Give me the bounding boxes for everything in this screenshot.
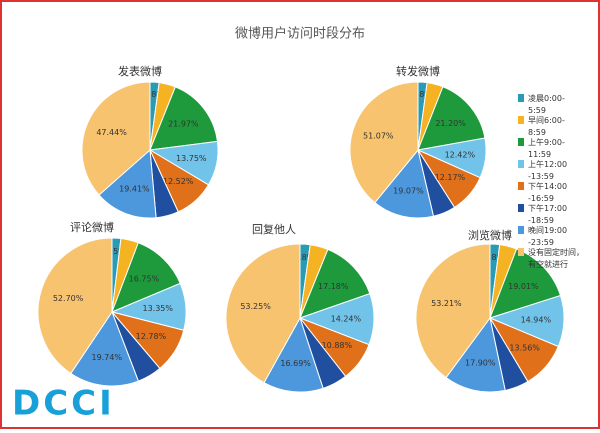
chart-title: 微博用户访问时段分布 (235, 26, 365, 42)
data-label: 51.07% (363, 131, 394, 140)
data-label: 19.07% (393, 187, 424, 196)
legend-label: 没有固定时间，有空就进行 (528, 247, 584, 269)
pie-title: 浏览微博 (468, 228, 512, 242)
data-label: 12.78% (136, 332, 167, 341)
legend-label: 上午9:00-11:59 (528, 137, 565, 159)
data-label: 2.8% (412, 90, 433, 99)
pie-slice (415, 243, 491, 379)
data-label: 13.75% (176, 154, 207, 163)
data-label: 13.35% (142, 304, 173, 313)
data-label: 12.17% (435, 173, 466, 182)
data-label: 13.56% (509, 344, 540, 353)
pie-slice (445, 316, 506, 393)
data-label: 21.20% (435, 119, 466, 128)
data-label: 2.8% (484, 253, 505, 262)
logo: DCCI (12, 384, 115, 424)
data-label: 16.69% (280, 359, 311, 368)
data-label: 19.01% (508, 282, 539, 291)
data-label: 14.24% (331, 314, 362, 323)
data-label: 12.42% (445, 151, 476, 160)
legend-label: 下午14:00 -16:59 (528, 181, 567, 203)
pie-slice (37, 237, 113, 375)
legend-swatch (518, 182, 524, 190)
data-label: 17.18% (318, 282, 349, 291)
data-label: 53.21% (431, 299, 462, 308)
pie-slice (299, 248, 371, 319)
pie-title: 评论微博 (70, 220, 114, 234)
pie-slice (111, 242, 181, 313)
data-label: 2.8% (144, 90, 165, 99)
pie-title: 回复他人 (252, 222, 296, 236)
data-label: 53.25% (240, 302, 271, 311)
legend-swatch (518, 94, 524, 102)
pie-slice (225, 243, 301, 384)
data-label: 21.97% (168, 120, 199, 129)
pie-title: 发表微博 (118, 64, 162, 78)
legend-label: 上午12:00 -13:59 (528, 159, 567, 181)
legend-swatch (518, 116, 524, 124)
data-label: 19.74% (92, 353, 123, 362)
data-label: 14.94% (521, 315, 552, 324)
data-label: 17.90% (465, 358, 496, 367)
legend-swatch (518, 160, 524, 168)
legend-label: 下午17:00 -18:59 (528, 203, 567, 225)
pie-slice (81, 81, 151, 196)
pie-slice (149, 86, 219, 151)
data-label: 2.5% (106, 247, 127, 256)
data-label: 16.75% (129, 275, 160, 284)
legend-swatch (518, 204, 524, 212)
legend-label: 凌晨0:00-5:59 (528, 93, 565, 115)
data-label: 12.52% (163, 177, 194, 186)
data-label: 52.70% (53, 294, 84, 303)
pie-slice (263, 316, 324, 393)
pie-slice (417, 86, 486, 151)
pie-slice (374, 148, 435, 219)
data-label: 10.88% (322, 341, 353, 350)
data-label: 47.44% (96, 128, 127, 137)
legend-label: 晚间19:00 -23:59 (528, 225, 567, 247)
legend-swatch (518, 138, 524, 146)
legend-swatch (518, 226, 524, 234)
legend-label: 早间6:00-8:59 (528, 116, 565, 137)
legend-swatch (518, 248, 524, 256)
pie-title: 转发微博 (396, 64, 440, 78)
pie-slice (349, 81, 419, 204)
pie-slice (70, 310, 140, 387)
data-label: 2.8% (294, 253, 315, 262)
data-label: 19.41% (119, 185, 150, 194)
pie-slice (98, 148, 157, 219)
